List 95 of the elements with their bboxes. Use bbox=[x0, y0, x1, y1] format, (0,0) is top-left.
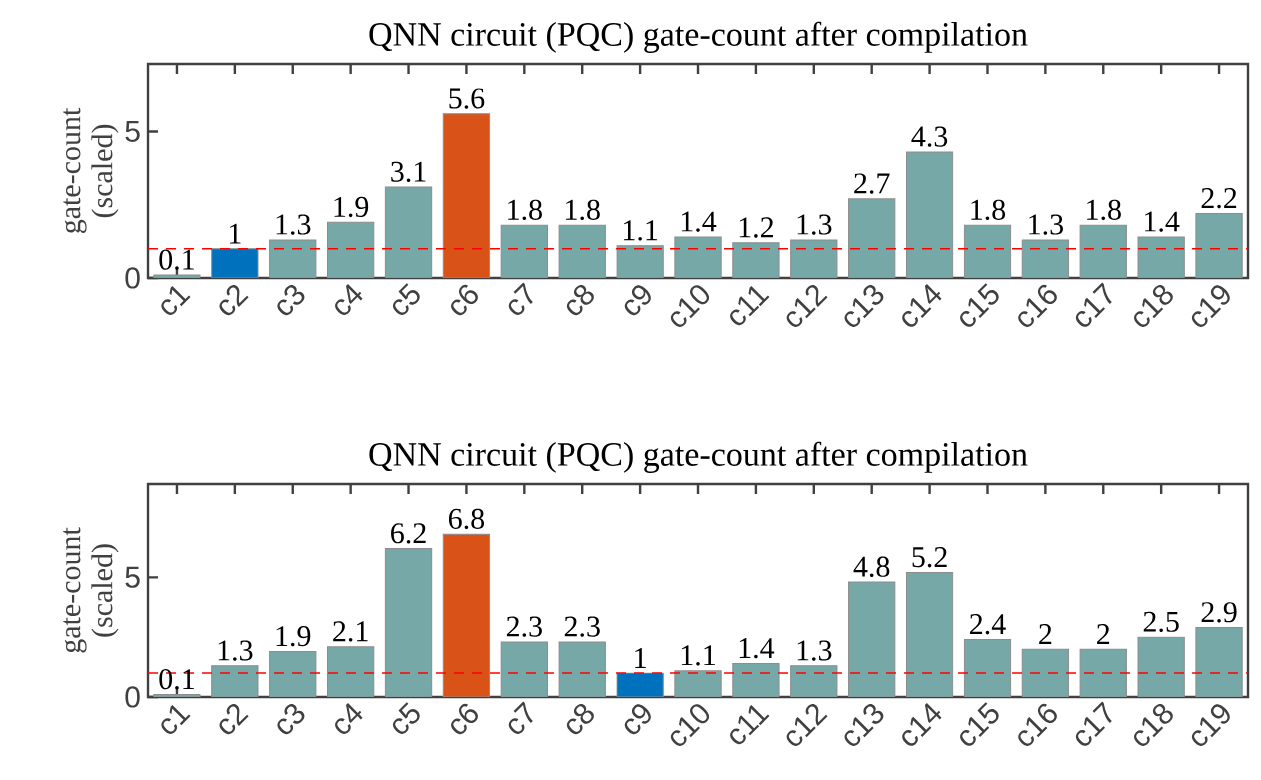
x-tick-label: c4 bbox=[335, 703, 363, 734]
x-tick-label: c11 bbox=[730, 704, 770, 745]
data-label: 1.9 bbox=[276, 626, 311, 647]
x-tick-label: c12 bbox=[786, 703, 828, 746]
data-label: 1.8 bbox=[1087, 199, 1121, 221]
bar bbox=[905, 151, 954, 278]
data-label: 0.1 bbox=[159, 669, 194, 690]
x-tick-label: c8 bbox=[566, 284, 594, 316]
x-tick-label: c9 bbox=[624, 285, 651, 316]
x-tick-label: c7 bbox=[508, 701, 533, 734]
x-tick-label: c6 bbox=[451, 284, 478, 316]
x-tick-label: c12 bbox=[786, 284, 828, 327]
x-tick-label: c19 bbox=[1191, 704, 1230, 746]
x-tick-label: c7 bbox=[508, 282, 533, 315]
bar bbox=[211, 248, 259, 278]
data-label: 2.3 bbox=[506, 616, 542, 637]
x-tick-label: c19 bbox=[1191, 285, 1230, 327]
data-label: 1 bbox=[635, 648, 646, 668]
data-label: 1 bbox=[229, 223, 241, 244]
data-label: 1.3 bbox=[1029, 214, 1063, 235]
data-label: 1.4 bbox=[681, 211, 717, 232]
x-tick-label: c10 bbox=[670, 704, 710, 746]
x-tick-label: c18 bbox=[1134, 703, 1173, 746]
x-tick-label: c3 bbox=[277, 703, 305, 735]
data-label: 1.2 bbox=[739, 217, 773, 238]
x-tick-label: c15 bbox=[960, 283, 999, 327]
data-label: 1.9 bbox=[334, 196, 369, 218]
x-tick-label: c3 bbox=[277, 284, 305, 316]
bar bbox=[269, 239, 317, 278]
x-tick-label: c11 bbox=[730, 285, 770, 326]
data-label: 1.3 bbox=[797, 640, 832, 661]
data-label: 1.1 bbox=[681, 645, 715, 666]
data-label: 2.9 bbox=[1201, 602, 1237, 623]
x-tick-label: c16 bbox=[1018, 284, 1057, 327]
data-label: 1.3 bbox=[218, 640, 253, 661]
y-tick-label: 5 bbox=[125, 566, 140, 588]
data-label: 0.1 bbox=[159, 249, 194, 270]
chart-title: QNN circuit (PQC) gate-count after compilation bbox=[369, 21, 1028, 53]
x-tick-label: c5 bbox=[392, 283, 420, 315]
data-label: 2.5 bbox=[1143, 611, 1179, 632]
x-tick-label: c6 bbox=[451, 703, 478, 735]
data-label: 2.3 bbox=[564, 616, 600, 637]
x-tick-label: c14 bbox=[902, 284, 942, 327]
x-tick-label: c10 bbox=[670, 285, 710, 327]
x-tick-label: c2 bbox=[219, 703, 249, 735]
data-label: 1.4 bbox=[1145, 211, 1180, 232]
data-label: 2 bbox=[1097, 624, 1110, 644]
x-tick-label: c17 bbox=[1075, 701, 1112, 746]
data-label: 6.8 bbox=[448, 508, 485, 530]
x-tick-label: c17 bbox=[1075, 282, 1112, 327]
x-tick-label: c13 bbox=[844, 703, 884, 746]
bar bbox=[616, 245, 664, 278]
data-label: 1.1 bbox=[624, 220, 658, 241]
data-label: 2 bbox=[1039, 624, 1052, 644]
y-tick-label: 0 bbox=[125, 267, 140, 289]
data-label: 4.8 bbox=[853, 556, 890, 577]
data-label: 1.8 bbox=[508, 199, 542, 221]
x-tick-label: c1 bbox=[161, 704, 191, 734]
y-tick-label: 0 bbox=[125, 686, 140, 708]
data-label: 2.4 bbox=[970, 614, 1006, 635]
y-axis-title: gate-count (scaled) bbox=[63, 527, 119, 653]
bar bbox=[963, 639, 1012, 697]
bar bbox=[500, 641, 548, 697]
y-tick-label: 5 bbox=[125, 120, 140, 142]
x-tick-label: c5 bbox=[392, 702, 420, 734]
data-label: 1.8 bbox=[566, 199, 600, 221]
data-label: 1.3 bbox=[276, 214, 311, 235]
chart-title: QNN circuit (PQC) gate-count after compilation bbox=[369, 441, 1028, 473]
x-tick-label: c13 bbox=[844, 284, 884, 327]
bar bbox=[616, 672, 664, 697]
x-tick-label: c1 bbox=[161, 285, 191, 315]
data-label: 2.1 bbox=[333, 621, 368, 642]
data-label: 5.6 bbox=[449, 88, 485, 109]
data-label: 6.2 bbox=[391, 523, 426, 544]
data-label: 1.4 bbox=[739, 638, 775, 659]
bar bbox=[211, 665, 259, 697]
x-tick-label: c8 bbox=[566, 703, 594, 735]
x-tick-label: c9 bbox=[624, 704, 651, 735]
x-tick-label: c2 bbox=[219, 284, 249, 316]
y-axis-title: gate-count (scaled) bbox=[63, 107, 119, 234]
data-label: 2.7 bbox=[854, 173, 890, 194]
data-label: 1.3 bbox=[797, 214, 832, 235]
x-tick-label: c16 bbox=[1018, 703, 1057, 746]
bar bbox=[558, 641, 606, 697]
data-label: 4.3 bbox=[911, 126, 948, 147]
x-tick-label: c4 bbox=[335, 284, 363, 315]
bar bbox=[269, 651, 317, 697]
data-label: 5.2 bbox=[912, 547, 947, 568]
x-tick-label: c15 bbox=[960, 702, 999, 746]
data-label: 2.2 bbox=[1201, 188, 1237, 209]
x-tick-label: c18 bbox=[1134, 284, 1173, 327]
data-label: 1.8 bbox=[971, 199, 1006, 221]
x-tick-label: c14 bbox=[902, 703, 942, 746]
bar bbox=[384, 548, 433, 697]
data-label: 3.1 bbox=[391, 161, 426, 182]
